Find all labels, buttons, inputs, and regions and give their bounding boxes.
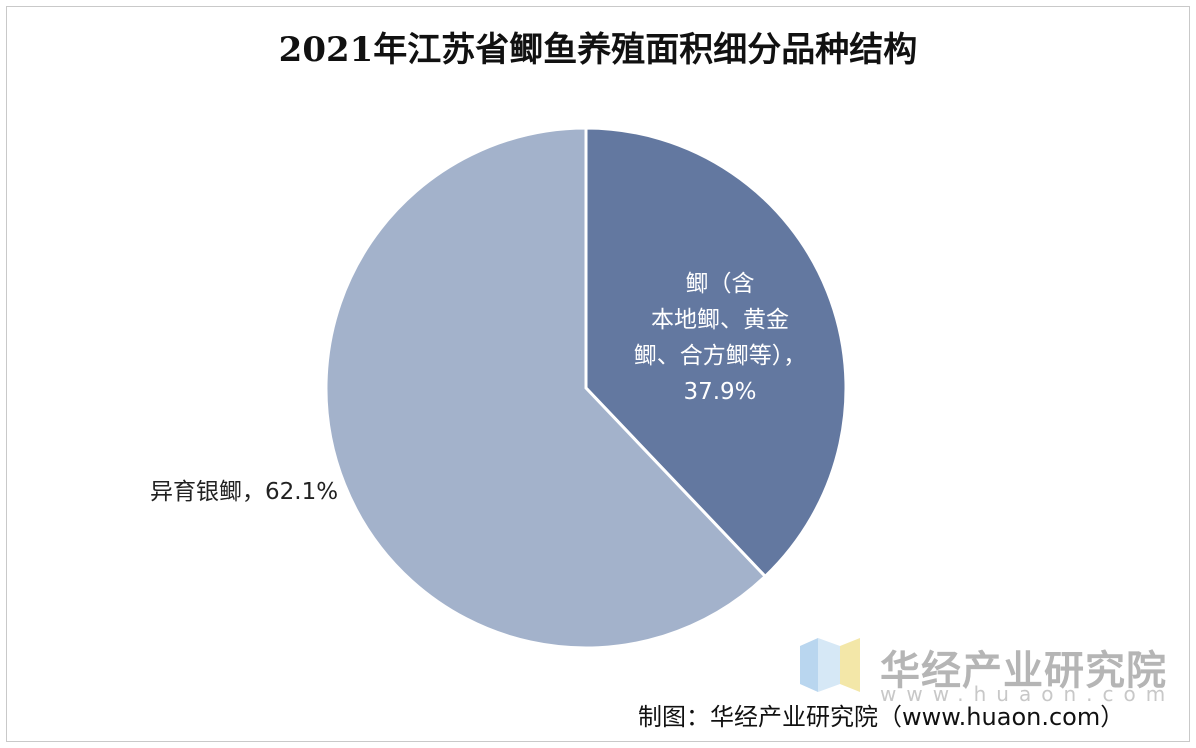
slice-label-line: 37.9% <box>683 379 757 405</box>
slice-label-line: 本地鲫、黄金 <box>651 307 789 333</box>
pie-slice-crucian-carp <box>584 126 848 579</box>
slice-label-line: 鲫、合方鲫等）， <box>633 343 807 369</box>
slice-label-gibel-carp: 异育银鲫，62.1% <box>150 472 338 506</box>
source-note: 制图：华经产业研究院（www.huaon.com） <box>638 703 1125 731</box>
slice-label-crucian-carp: 鲫（含 本地鲫、黄金 鲫、合方鲫等）， 37.9% <box>610 266 830 410</box>
slice-label-line: 鲫（含 <box>685 271 755 297</box>
slice-label-line: 异育银鲫，62.1% <box>150 479 339 505</box>
chart-title: 2021年江苏省鲫鱼养殖面积细分品种结构 <box>278 30 918 70</box>
watermark-name: 华经产业研究院 <box>880 648 1167 694</box>
huajing-logo-icon <box>800 638 860 692</box>
watermark-url: www.huaon.com <box>880 682 1176 706</box>
pie-slice-gibel-carp <box>324 126 768 650</box>
